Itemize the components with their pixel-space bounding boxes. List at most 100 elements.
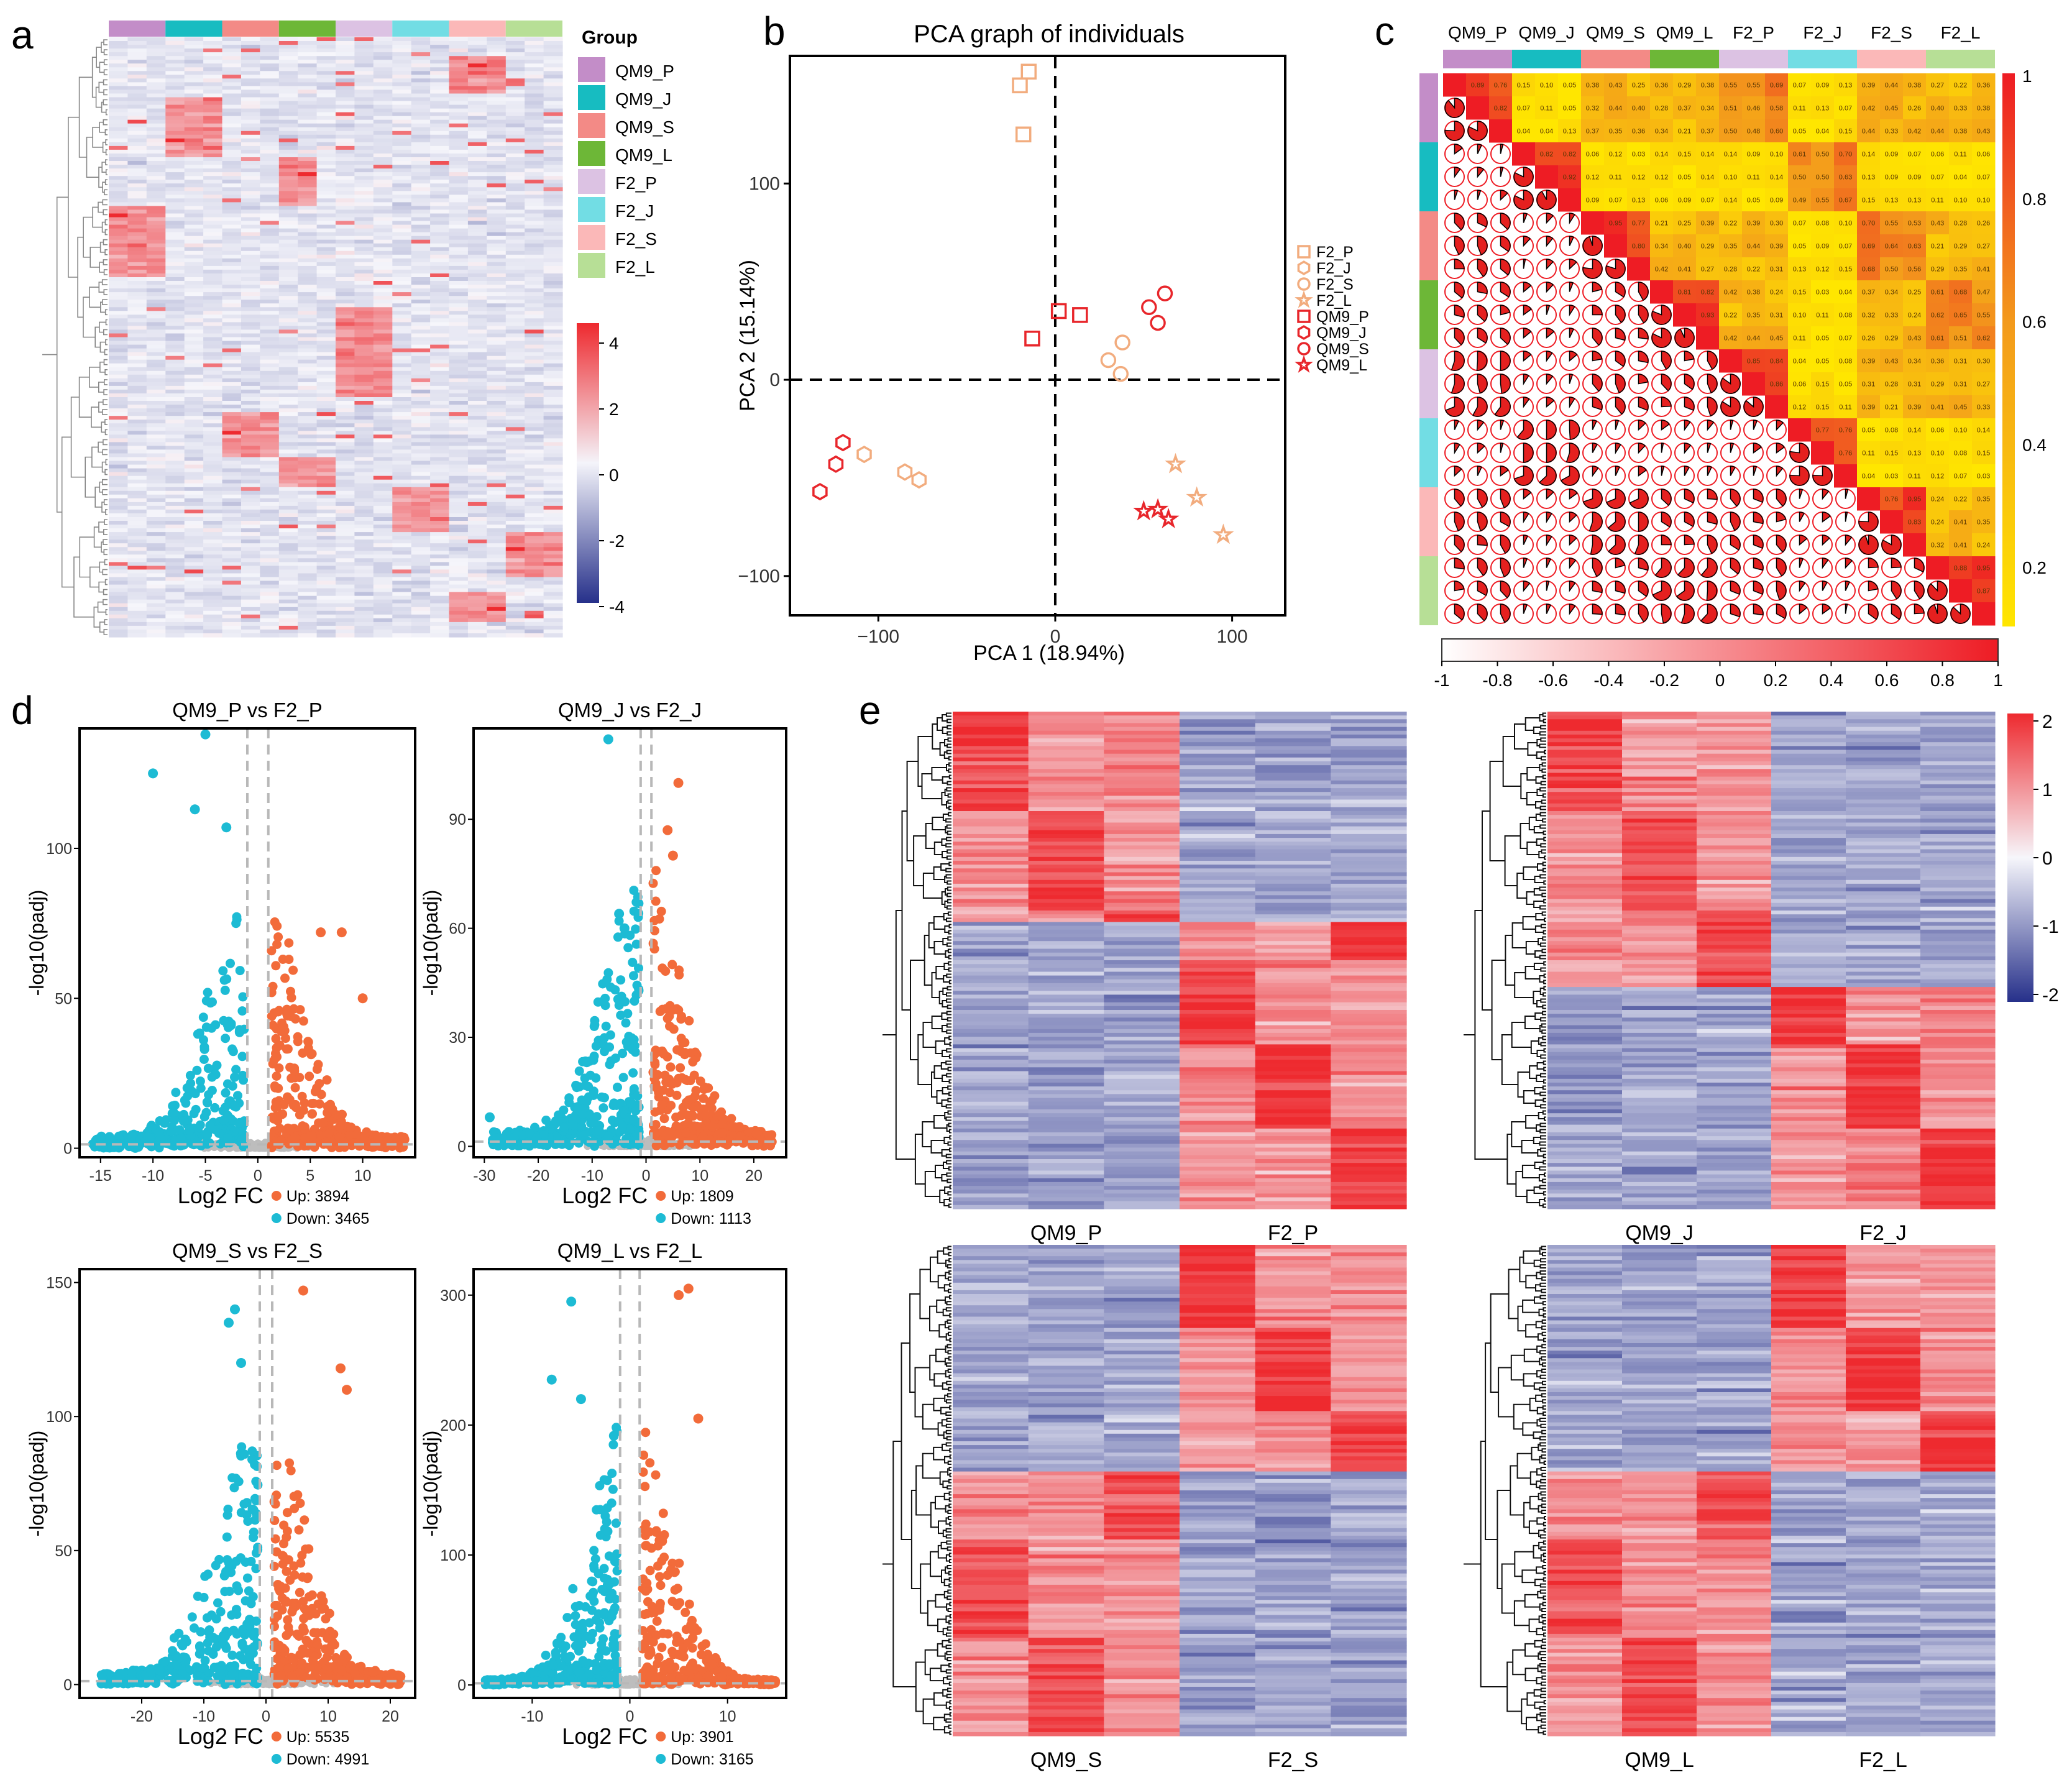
heatmap-cell <box>373 521 393 525</box>
heatmap-cell <box>430 633 450 638</box>
heatmap-cell <box>241 622 260 626</box>
heatmap-cell <box>316 569 336 574</box>
heatmap-cell <box>411 610 431 615</box>
correlation-pie-fill <box>1523 305 1533 316</box>
heatmap-cell <box>411 239 431 244</box>
correlation-pie-fill <box>1753 489 1764 503</box>
heatmap-cell <box>222 562 242 566</box>
heatmap-cell <box>505 285 525 289</box>
heatmap-cell <box>109 464 128 469</box>
legend-swatch-f2-s <box>578 225 605 250</box>
heatmap-cell <box>298 145 318 150</box>
heatmap-cell <box>336 202 355 206</box>
heatmap-cell <box>354 423 374 428</box>
heatmap-cell <box>298 521 318 525</box>
heatmap-cell <box>222 363 242 368</box>
correlation-cell <box>1903 119 1927 143</box>
heatmap-cell <box>127 101 147 106</box>
dendrogram-path <box>42 39 108 635</box>
heatmap-cell <box>241 599 260 604</box>
heatmap-cell <box>109 453 128 458</box>
correlation-pie-fill <box>1608 534 1626 555</box>
correlation-value: 0.82 <box>1701 289 1714 296</box>
heatmap-cell <box>525 48 544 53</box>
heatmap-cell <box>241 427 260 431</box>
heatmap-cell <box>241 187 260 191</box>
heatmap-cell <box>543 93 563 98</box>
heatmap-cell <box>430 348 450 353</box>
heatmap-cell <box>336 56 355 60</box>
heatmap-cell <box>543 532 563 536</box>
heatmap-cell <box>430 243 450 248</box>
heatmap-cell <box>278 588 298 593</box>
heatmap-cell <box>109 412 128 416</box>
heatmap-cell <box>278 502 298 507</box>
heatmap-cell <box>165 247 185 252</box>
heatmap-cell <box>241 558 260 562</box>
heatmap-cell <box>184 483 204 488</box>
heatmap-cell <box>430 461 450 466</box>
heatmap-cell <box>373 420 393 424</box>
heatmap-cell <box>354 341 374 346</box>
heatmap-cell <box>260 198 280 203</box>
correlation-diagonal-cell <box>1857 487 1881 511</box>
heatmap-cell <box>543 180 563 184</box>
heatmap-cell <box>336 603 355 608</box>
heatmap-cell <box>525 307 544 311</box>
heatmap-cell <box>505 172 525 177</box>
heatmap-cell <box>260 303 280 308</box>
heatmap-cell <box>487 108 507 113</box>
heatmap-cell <box>260 318 280 323</box>
correlation-value: 0.48 <box>1747 128 1760 135</box>
heatmap-cell <box>109 592 128 597</box>
heatmap-cell <box>467 165 487 169</box>
heatmap-cell <box>165 464 185 469</box>
heatmap-cell <box>165 434 185 439</box>
heatmap-cell <box>127 112 147 117</box>
heatmap-cell <box>449 633 469 638</box>
heatmap-cell <box>298 479 318 484</box>
heatmap-cell <box>222 154 242 158</box>
heatmap-cell <box>430 498 450 503</box>
correlation-cell <box>1696 73 1720 97</box>
heatmap-cell <box>222 224 242 229</box>
heatmap-cell <box>260 337 280 342</box>
heatmap-cell <box>146 401 166 405</box>
heatmap-cell <box>260 195 280 199</box>
legend-swatch-qm9-p <box>578 57 605 82</box>
heatmap-cell <box>411 221 431 226</box>
heatmap-cell <box>373 63 393 68</box>
correlation-cell <box>1558 165 1582 189</box>
heatmap-cell <box>241 269 260 274</box>
heatmap-cell <box>298 517 318 521</box>
correlation-pie-fill <box>1730 557 1741 575</box>
heatmap-cell <box>525 599 544 604</box>
heatmap-cell <box>165 187 185 191</box>
heatmap-cell <box>109 539 128 544</box>
heatmap-cell <box>487 307 507 311</box>
correlation-value: 0.29 <box>1678 82 1691 89</box>
heatmap-cell <box>222 326 242 330</box>
heatmap-cell <box>222 494 242 499</box>
group-bar-f2-l <box>505 21 562 37</box>
heatmap-cell <box>203 614 223 619</box>
heatmap-cell <box>165 472 185 477</box>
heatmap-cell <box>411 89 431 94</box>
heatmap-cell <box>109 483 128 488</box>
heatmap-cell <box>278 318 298 323</box>
heatmap-cell <box>127 48 147 53</box>
heatmap-cell <box>298 112 318 117</box>
heatmap-cell <box>298 558 318 562</box>
heatmap-cell <box>184 127 204 132</box>
correlation-left-bar-f2-j <box>1419 418 1438 487</box>
heatmap-cell <box>165 359 185 364</box>
heatmap-cell <box>127 359 147 364</box>
pca-points <box>812 63 1234 544</box>
heatmap-cell <box>487 569 507 574</box>
heatmap-cell <box>430 607 450 612</box>
correlation-pie-fill <box>1674 328 1695 348</box>
heatmap-cell <box>430 333 450 338</box>
heatmap-cell <box>203 60 223 64</box>
heatmap-cell <box>354 52 374 57</box>
heatmap-cell <box>260 183 280 188</box>
